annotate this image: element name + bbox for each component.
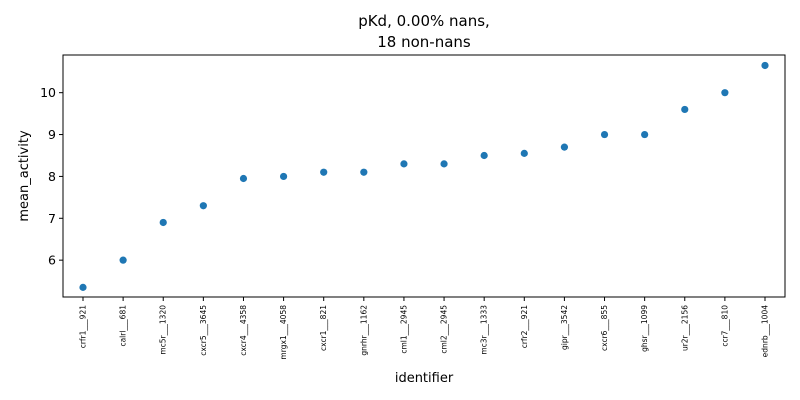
y-axis-ticks: 6 7 8 9 10 [40,85,63,268]
x-tick-label: cml2___2945 [440,305,449,354]
y-tick-label: 7 [48,211,56,226]
x-tick-label: cxcr4___4358 [239,305,248,356]
chart-title-line-1: pKd, 0.00% nans, [358,12,490,30]
data-point [79,283,87,291]
x-tick-label: crfr1___921 [79,305,88,348]
y-tick-label: 10 [40,85,56,100]
data-point [440,160,448,168]
data-point [560,143,569,151]
x-tick-label: ednrb___1004 [761,305,770,358]
chart-title-line-2: 18 non-nans [377,33,471,51]
data-point [279,172,288,181]
data-point [520,149,528,157]
plot-area-frame [62,54,786,298]
y-axis-label: mean_activity [17,130,32,222]
x-tick-label: mc5r___1320 [159,305,168,355]
x-tick-label: ghsr___1099 [640,305,649,352]
data-point [600,130,609,139]
y-tick-label: 6 [48,253,56,268]
x-tick-label: crfr2___921 [520,305,529,348]
x-tick-label: calrl___681 [119,305,128,347]
data-point [199,202,207,210]
data-point [480,151,488,160]
x-tick-label: cxcr1___821 [319,305,328,351]
x-tick-label: mrgx1___4058 [279,305,288,360]
x-tick-label: gipr___3542 [560,305,569,350]
data-point [159,218,167,227]
x-tick-label: ccr7___810 [720,305,729,347]
data-point [239,174,248,183]
x-tick-label: cxcr5___3645 [199,305,208,356]
data-point [641,130,649,139]
data-point [761,61,769,70]
data-point [360,168,368,176]
x-tick-label: cml1___2945 [399,305,408,354]
x-axis-ticks: crfr1___921 calrl___681 mc5r___1320 cxcr5__… [79,297,770,360]
data-point [400,160,408,168]
x-tick-label: ur2r___2156 [680,305,689,351]
data-point [320,168,328,176]
data-point [721,89,729,97]
x-tick-label: gnrhr___1162 [359,305,368,356]
data-point [681,105,689,114]
x-tick-label: mc3r___1333 [480,305,489,355]
y-tick-label: 8 [48,169,56,184]
y-tick-label: 9 [48,127,56,142]
data-point [119,256,127,264]
x-axis-label: identifier [395,371,454,386]
data-points [79,61,769,291]
x-tick-label: cxcr6___855 [600,305,609,351]
